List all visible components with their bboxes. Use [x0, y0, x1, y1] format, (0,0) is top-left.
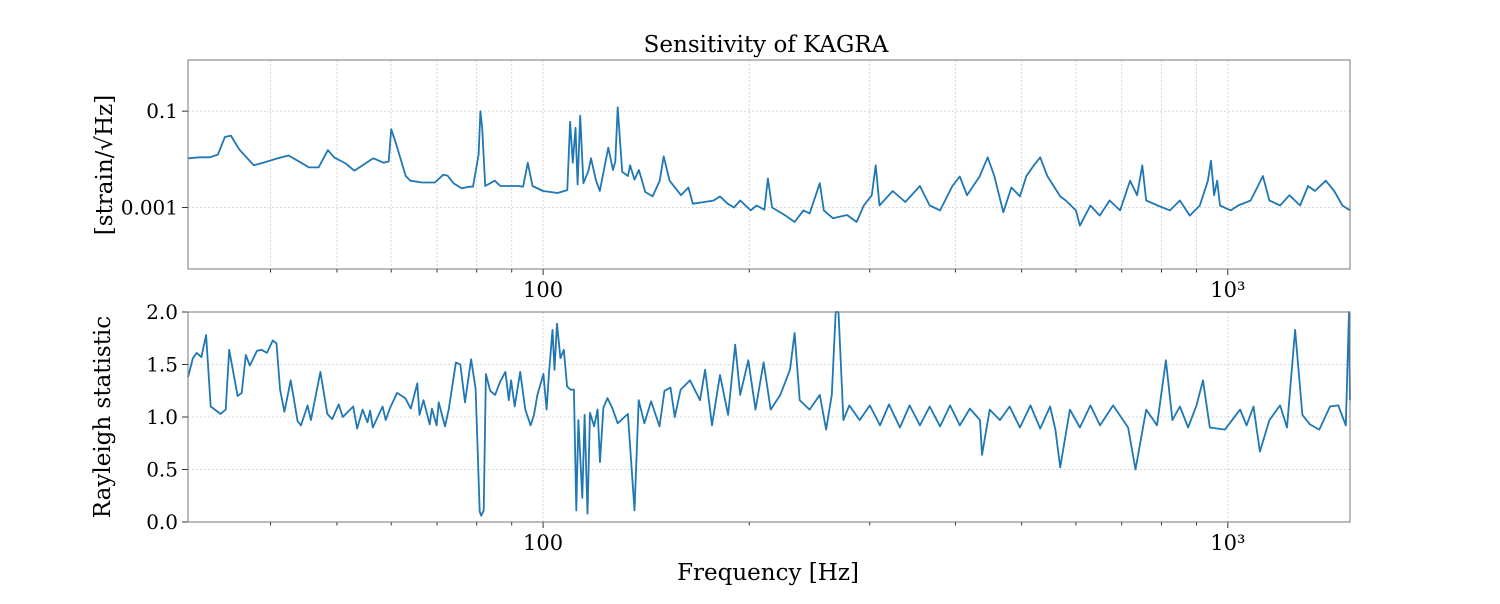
bottom-axes-frame [187, 311, 1351, 523]
x-tick-label: 10³ [1210, 531, 1245, 555]
chart-title: Sensitivity of KAGRA [644, 32, 889, 58]
top-y-label: [strain/√Hz] [92, 95, 118, 235]
rayleigh-series-line [187, 311, 1351, 517]
bottom-ticks: 100 10³ 0.0 0.5 1.0 1.5 2.0 [146, 300, 1245, 555]
y-tick-label: 0.1 [146, 99, 178, 123]
x-tick-label: 10³ [1210, 278, 1245, 302]
y-tick-label: 2.0 [146, 300, 178, 324]
y-tick-label: 1.5 [146, 353, 178, 377]
bottom-grid [188, 312, 1350, 522]
y-tick-label: 0.001 [121, 196, 178, 220]
top-axes-frame [187, 59, 1351, 270]
x-axis-label: Frequency [Hz] [677, 560, 859, 586]
y-tick-label: 1.0 [146, 405, 178, 429]
y-tick-label: 0.0 [146, 510, 178, 534]
y-tick-label: 0.5 [146, 458, 178, 482]
top-ticks: 100 10³ 0.1 0.001 [121, 99, 1246, 302]
bottom-y-label: Rayleigh statistic [90, 316, 116, 518]
bottom-axes: 100 10³ 0.0 0.5 1.0 1.5 2.0 Rayleigh statistic… [90, 300, 1351, 586]
x-tick-label: 100 [523, 531, 563, 555]
sensitivity-series-line [187, 106, 1351, 227]
top-grid [188, 60, 1350, 269]
x-tick-label: 100 [523, 278, 563, 302]
top-axes: 100 10³ 0.1 0.001 [strain/√Hz] [92, 59, 1351, 302]
